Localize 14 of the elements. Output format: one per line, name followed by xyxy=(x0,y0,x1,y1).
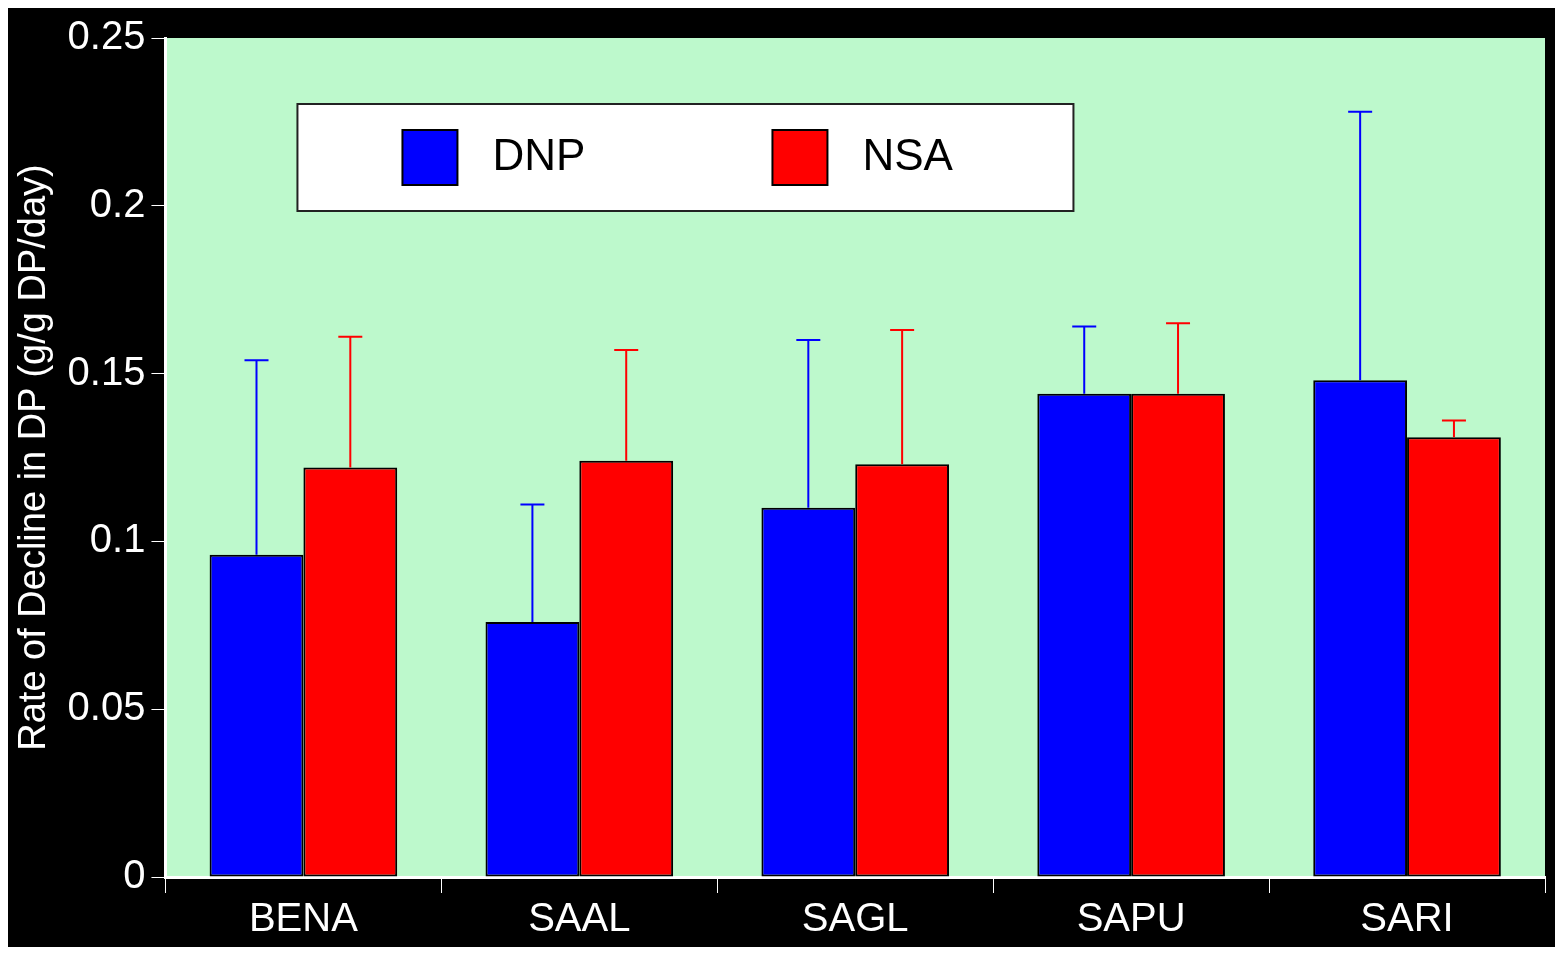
x-tick-label: SAPU xyxy=(1076,895,1186,940)
legend-label: NSA xyxy=(862,129,954,179)
y-tick-label: 0.1 xyxy=(89,516,146,561)
x-tick-label: SAGL xyxy=(801,895,909,940)
legend-label: DNP xyxy=(492,129,586,179)
y-tick-label: 0.05 xyxy=(67,684,146,729)
y-axis-title: Rate of Decline in DP (g/g DP/day) xyxy=(11,164,54,751)
y-tick-label: 0.2 xyxy=(89,180,146,225)
x-tick-label: SAAL xyxy=(528,895,631,940)
y-tick-label: 0.15 xyxy=(67,348,146,393)
x-tick-label: SARI xyxy=(1360,895,1454,940)
y-tick-label: 0.25 xyxy=(67,13,146,58)
y-tick-label: 0 xyxy=(123,852,146,897)
x-tick-label: BENA xyxy=(248,895,359,940)
